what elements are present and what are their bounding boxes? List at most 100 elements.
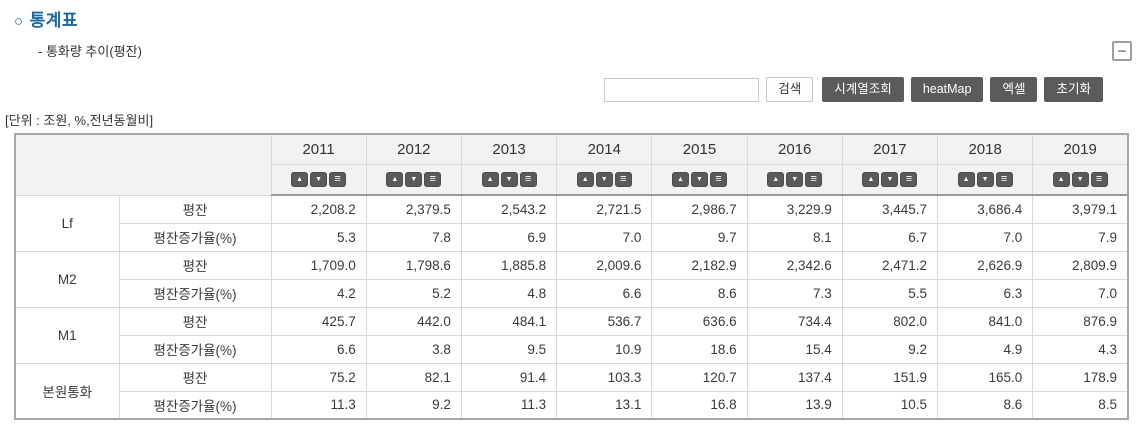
value-cell: 103.3 [556,362,653,392]
sort-menu-icon[interactable]: ≡ [1090,171,1108,187]
value-cell: 3,979.1 [1032,194,1129,224]
sort-menu-icon[interactable]: ≡ [709,171,727,187]
value-cell: 3,445.7 [841,194,939,224]
value-cell: 8.6 [937,390,1034,420]
sort-controls-cell: ▲ ▼ ≡ [841,163,939,196]
value-cell: 7.3 [746,278,843,308]
sort-buttons: ▲ ▼ ≡ [367,171,461,187]
table-row: M2 평잔 1,709.0 1,798.6 1,885.8 2,009.6 2,182.9 2… [14,250,1129,308]
sort-buttons: ▲ ▼ ≡ [462,171,556,187]
value-cell: 10.9 [556,334,653,364]
value-cell: 3.8 [365,334,462,364]
heatmap-button[interactable]: heatMap [910,77,984,102]
value-cell: 120.7 [651,362,748,392]
value-cell: 7.0 [937,222,1034,252]
sort-menu-icon[interactable]: ≡ [995,171,1013,187]
value-cell: 4.8 [460,278,558,308]
sort-desc-icon[interactable]: ▼ [500,171,518,187]
value-cell: 5.2 [365,278,462,308]
value-cell: 2,182.9 [651,250,748,280]
page-title: ○ 통계표 [14,6,78,31]
value-cell: 13.9 [746,390,843,420]
value-cell: 2,208.2 [270,194,367,224]
value-cell: 9.7 [651,222,748,252]
collapse-button[interactable]: − [1112,41,1132,61]
value-cell: 7.0 [556,222,653,252]
row-label: 평잔증가율(%) [118,278,272,308]
row-label: 평잔 [118,306,272,336]
value-cell: 18.6 [651,334,748,364]
sort-menu-icon[interactable]: ≡ [805,171,823,187]
timeseries-button[interactable]: 시계열조회 [822,77,904,102]
sort-asc-icon[interactable]: ▲ [1052,171,1070,187]
value-cell: 484.1 [460,306,558,336]
sort-menu-icon[interactable]: ≡ [519,171,537,187]
value-cell: 1,798.6 [365,250,462,280]
sort-asc-icon[interactable]: ▲ [291,171,309,187]
sort-desc-icon[interactable]: ▼ [595,171,613,187]
sort-buttons: ▲ ▼ ≡ [557,171,651,187]
value-cell: 425.7 [270,306,367,336]
table-row: M1 평잔 425.7 442.0 484.1 536.7 636.6 734.4 802.0 8… [14,306,1129,364]
sort-desc-icon[interactable]: ▼ [881,171,899,187]
sort-controls-cell: ▲ ▼ ≡ [937,163,1034,196]
value-cell: 165.0 [937,362,1034,392]
reset-button[interactable]: 초기화 [1044,77,1103,102]
value-cell: 151.9 [841,362,939,392]
year-header: 2018 [937,133,1034,165]
value-cell: 6.6 [556,278,653,308]
sort-asc-icon[interactable]: ▲ [576,171,594,187]
group-label: M2 [14,250,120,308]
sort-controls-cell: ▲ ▼ ≡ [556,163,653,196]
value-cell: 6.9 [460,222,558,252]
sort-asc-icon[interactable]: ▲ [957,171,975,187]
value-cell: 7.9 [1032,222,1129,252]
group-label: 본원통화 [14,362,120,420]
sort-menu-icon[interactable]: ≡ [424,171,442,187]
sort-controls-cell: ▲ ▼ ≡ [270,163,367,196]
value-cell: 82.1 [365,362,462,392]
value-cell: 8.1 [746,222,843,252]
value-cell: 6.3 [937,278,1034,308]
table-row: 평잔증가율(%) 4.2 5.2 4.8 6.6 8.6 7.3 5.5 6.3 7.0 [15,278,1129,308]
value-cell: 734.4 [746,306,843,336]
row-label: 평잔증가율(%) [118,222,272,252]
group-label: Lf [14,194,120,252]
sort-asc-icon[interactable]: ▲ [481,171,499,187]
value-cell: 9.2 [365,390,462,420]
value-cell: 75.2 [270,362,367,392]
search-button[interactable]: 검색 [766,77,814,102]
value-cell: 876.9 [1032,306,1129,336]
sort-controls-cell: ▲ ▼ ≡ [651,163,748,196]
sort-asc-icon[interactable]: ▲ [862,171,880,187]
sort-asc-icon[interactable]: ▲ [767,171,785,187]
search-input[interactable] [604,77,760,102]
value-cell: 8.5 [1032,390,1129,420]
sort-menu-icon[interactable]: ≡ [614,171,632,187]
sort-menu-icon[interactable]: ≡ [329,171,347,187]
sort-controls-cell: ▲ ▼ ≡ [746,163,843,196]
sort-asc-icon[interactable]: ▲ [386,171,404,187]
sort-desc-icon[interactable]: ▼ [690,171,708,187]
value-cell: 5.5 [841,278,939,308]
sort-menu-icon[interactable]: ≡ [900,171,918,187]
sort-desc-icon[interactable]: ▼ [1071,171,1089,187]
sort-desc-icon[interactable]: ▼ [976,171,994,187]
table-row: 본원통화 평잔 75.2 82.1 91.4 103.3 120.7 137.4 151.9 16… [14,362,1129,420]
value-cell: 1,709.0 [270,250,367,280]
value-cell: 841.0 [937,306,1034,336]
value-cell: 5.3 [270,222,367,252]
sort-desc-icon[interactable]: ▼ [310,171,328,187]
sort-buttons: ▲ ▼ ≡ [748,171,842,187]
sort-desc-icon[interactable]: ▼ [405,171,423,187]
value-cell: 10.5 [841,390,939,420]
unit-label: [단위 : 조원, %,전년동월비] [5,113,154,128]
value-cell: 2,721.5 [556,194,653,224]
sort-asc-icon[interactable]: ▲ [671,171,689,187]
value-cell: 15.4 [746,334,843,364]
year-header: 2016 [746,133,843,165]
sort-buttons: ▲ ▼ ≡ [1033,171,1127,187]
excel-button[interactable]: 엑셀 [990,77,1038,102]
sort-desc-icon[interactable]: ▼ [786,171,804,187]
